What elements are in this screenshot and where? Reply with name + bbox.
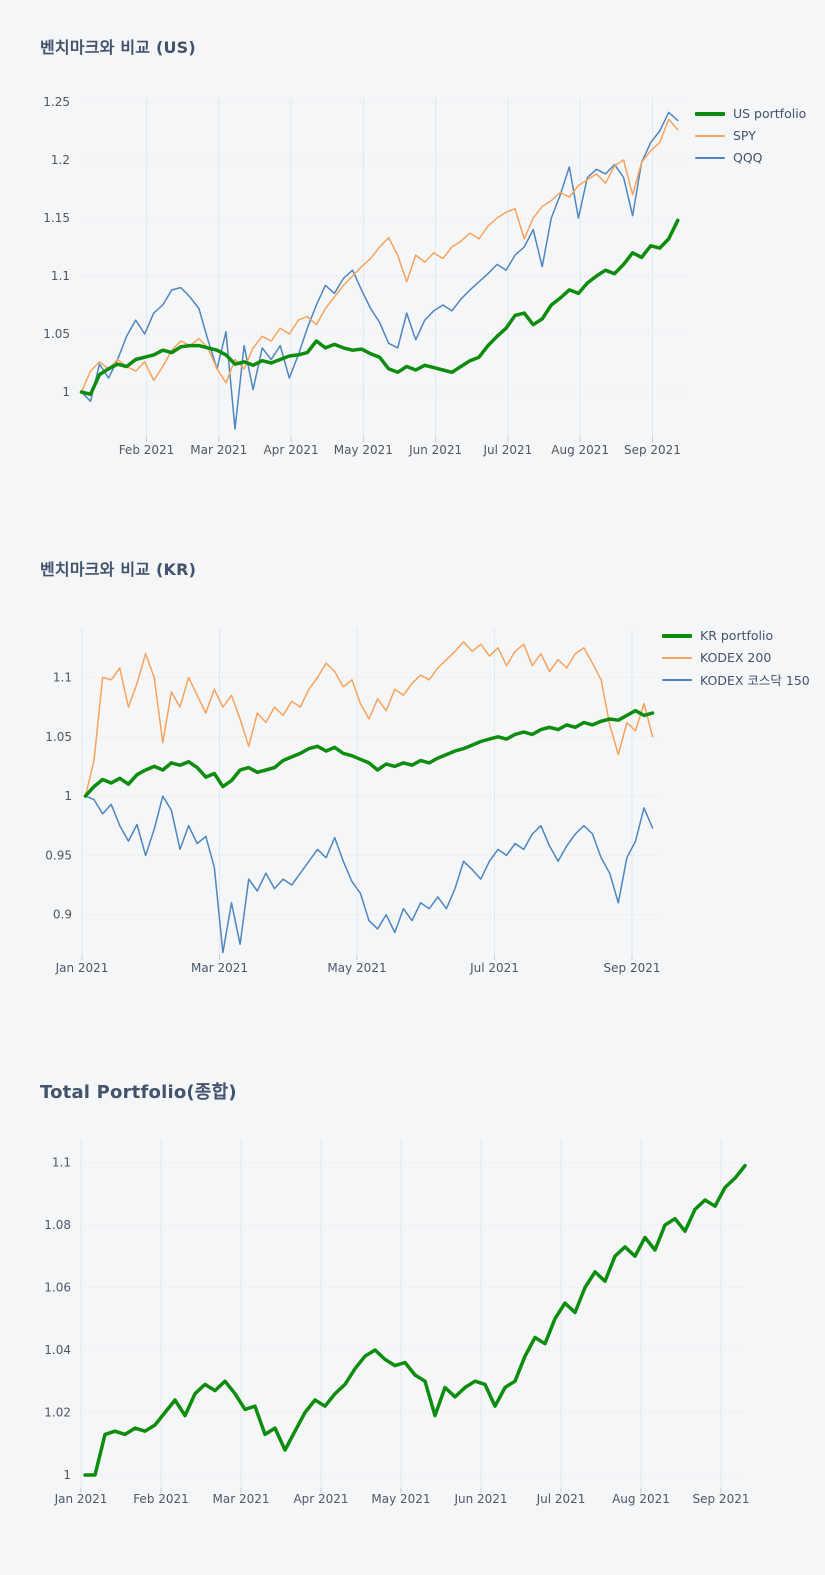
legend-label: KODEX 200 bbox=[700, 650, 772, 665]
kodex200-line-swatch bbox=[662, 656, 692, 659]
svg-text:1.08: 1.08 bbox=[44, 1218, 71, 1232]
svg-text:1.25: 1.25 bbox=[43, 95, 70, 109]
svg-text:Feb 2021: Feb 2021 bbox=[133, 1492, 189, 1506]
svg-text:1.1: 1.1 bbox=[53, 670, 72, 684]
svg-text:1: 1 bbox=[62, 385, 70, 399]
legend-label: QQQ bbox=[733, 150, 763, 165]
svg-text:0.9: 0.9 bbox=[53, 908, 72, 922]
svg-text:1.2: 1.2 bbox=[51, 153, 70, 167]
svg-text:Feb 2021: Feb 2021 bbox=[119, 443, 175, 457]
svg-text:Jun 2021: Jun 2021 bbox=[453, 1492, 507, 1506]
svg-text:1.06: 1.06 bbox=[44, 1281, 71, 1295]
svg-text:May 2021: May 2021 bbox=[327, 961, 386, 975]
svg-text:May 2021: May 2021 bbox=[334, 443, 393, 457]
svg-text:1.05: 1.05 bbox=[43, 327, 70, 341]
svg-text:1.05: 1.05 bbox=[45, 730, 72, 744]
legend-label: SPY bbox=[733, 128, 756, 143]
svg-text:Mar 2021: Mar 2021 bbox=[190, 443, 247, 457]
kr-portfolio-line-swatch bbox=[662, 633, 692, 638]
svg-text:1.15: 1.15 bbox=[43, 211, 70, 225]
svg-text:1.1: 1.1 bbox=[52, 1156, 71, 1170]
total-portfolio-chart[interactable]: 1 1.02 1.04 1.06 1.08 1.1 Jan 2021 Feb 2021 Mar … bbox=[0, 1118, 825, 1518]
legend-item-qqq[interactable]: QQQ bbox=[695, 150, 806, 165]
us-benchmark-chart[interactable]: 1 1.05 1.1 1.15 1.2 1.25 Feb 2021 Mar 2021 Apr 2… bbox=[0, 86, 825, 471]
svg-text:1.1: 1.1 bbox=[51, 269, 70, 283]
svg-text:May 2021: May 2021 bbox=[371, 1492, 430, 1506]
spy-line-swatch bbox=[695, 134, 725, 137]
us-portfolio-line-swatch bbox=[695, 111, 725, 116]
qqq-line-swatch bbox=[695, 156, 725, 159]
svg-text:Jul 2021: Jul 2021 bbox=[482, 443, 532, 457]
us-chart-title: 벤치마크와 비교 (US) bbox=[40, 38, 196, 57]
legend-label: KR portfolio bbox=[700, 628, 774, 643]
svg-text:Aug 2021: Aug 2021 bbox=[551, 443, 609, 457]
svg-text:Apr 2021: Apr 2021 bbox=[264, 443, 319, 457]
svg-text:Sep 2021: Sep 2021 bbox=[624, 443, 681, 457]
legend-label: KODEX 코스닥 150 bbox=[700, 673, 810, 688]
legend-item-spy[interactable]: SPY bbox=[695, 128, 806, 143]
legend-item-kr-portfolio[interactable]: KR portfolio bbox=[662, 628, 810, 643]
legend-label: US portfolio bbox=[733, 106, 807, 121]
us-chart-legend: US portfolio SPY QQQ bbox=[695, 106, 806, 165]
svg-text:Jan 2021: Jan 2021 bbox=[54, 1492, 108, 1506]
legend-item-us-portfolio[interactable]: US portfolio bbox=[695, 106, 806, 121]
svg-text:1.04: 1.04 bbox=[44, 1343, 71, 1357]
legend-item-kodex200[interactable]: KODEX 200 bbox=[662, 650, 810, 665]
svg-text:Jan 2021: Jan 2021 bbox=[55, 961, 109, 975]
svg-text:1: 1 bbox=[64, 789, 72, 803]
kr-benchmark-chart[interactable]: 0.9 0.95 1 1.05 1.1 Jan 2021 Mar 2021 May 2021 J… bbox=[0, 598, 825, 990]
svg-text:Mar 2021: Mar 2021 bbox=[191, 961, 248, 975]
legend-item-kodex-kosdaq150[interactable]: KODEX 코스닥 150 bbox=[662, 672, 810, 688]
svg-text:Jul 2021: Jul 2021 bbox=[536, 1492, 586, 1506]
svg-text:1.02: 1.02 bbox=[44, 1406, 71, 1420]
svg-text:Apr 2021: Apr 2021 bbox=[293, 1492, 348, 1506]
svg-text:Aug 2021: Aug 2021 bbox=[612, 1492, 670, 1506]
svg-text:1: 1 bbox=[63, 1468, 71, 1482]
svg-text:Jul 2021: Jul 2021 bbox=[469, 961, 519, 975]
kodex-kosdaq150-line-swatch bbox=[662, 678, 692, 681]
total-portfolio-title: Total Portfolio(종합) bbox=[40, 1082, 237, 1103]
svg-text:Sep 2021: Sep 2021 bbox=[604, 961, 661, 975]
svg-text:Sep 2021: Sep 2021 bbox=[693, 1492, 750, 1506]
svg-text:Mar 2021: Mar 2021 bbox=[213, 1492, 270, 1506]
kr-chart-legend: KR portfolio KODEX 200 KODEX 코스닥 150 bbox=[662, 628, 810, 688]
svg-text:0.95: 0.95 bbox=[45, 848, 72, 862]
svg-text:Jun 2021: Jun 2021 bbox=[408, 443, 462, 457]
kr-chart-title: 벤치마크와 비교 (KR) bbox=[40, 560, 197, 579]
